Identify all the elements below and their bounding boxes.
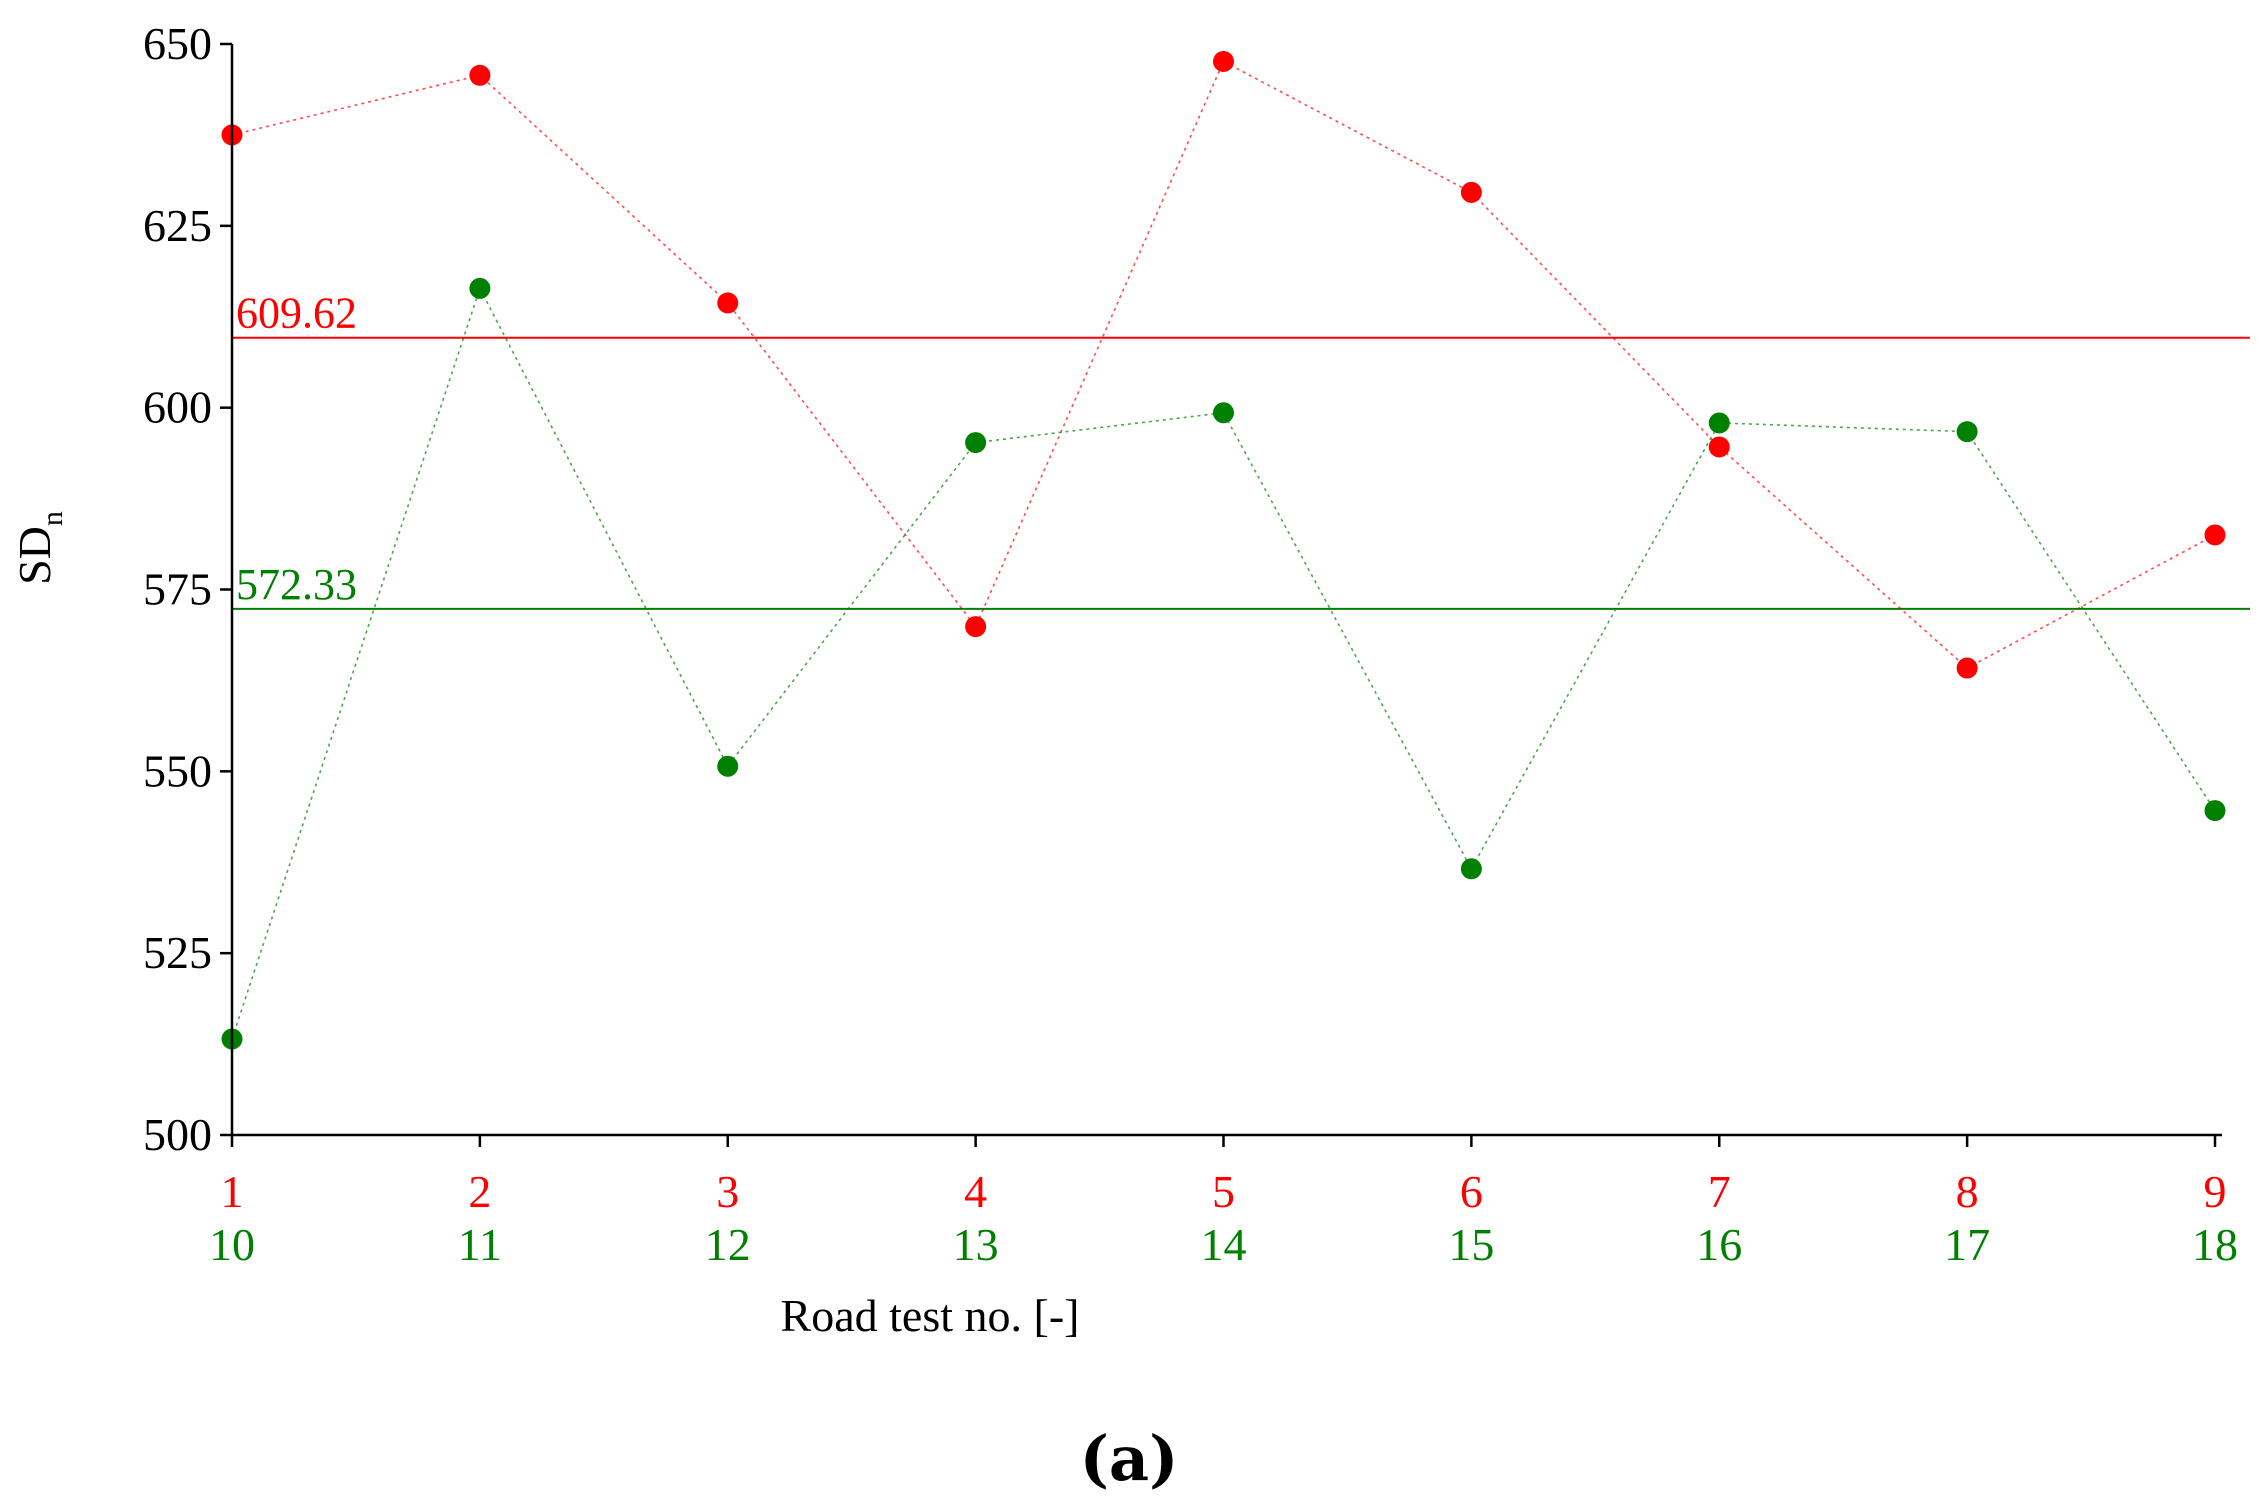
axes xyxy=(230,44,2222,1137)
y-tick-label: 650 xyxy=(143,18,212,69)
reference-lines: 609.62 572.33 xyxy=(232,289,2250,610)
x-tick-label-bottom: 13 xyxy=(953,1219,999,1270)
y-tick-label: 525 xyxy=(143,927,212,978)
x-tick-label-top: 4 xyxy=(964,1166,987,1217)
y-axis-title: SDn xyxy=(9,511,69,585)
y-tick-label: 575 xyxy=(143,564,212,615)
x-tick-label-top: 2 xyxy=(468,1166,491,1217)
data-point xyxy=(717,755,739,777)
x-tick-label-top: 1 xyxy=(221,1166,244,1217)
y-ticks: 500 525 550 575 600 625 650 xyxy=(143,18,232,1160)
x-tick-label-bottom: 12 xyxy=(705,1219,751,1270)
data-point xyxy=(1213,402,1234,424)
x-axis-title: Road test no. [-] xyxy=(781,1290,1080,1341)
y-tick-label: 600 xyxy=(143,382,212,433)
series-2 xyxy=(221,277,2226,1050)
mean-label: 572.33 xyxy=(236,560,357,609)
x-tick-label-bottom: 14 xyxy=(1201,1219,1247,1270)
x-tick-label-top: 9 xyxy=(2204,1166,2227,1217)
x-tick-label-bottom: 10 xyxy=(209,1219,255,1270)
data-point xyxy=(1956,657,1978,679)
x-tick-label-top: 6 xyxy=(1460,1166,1483,1217)
y-tick-label: 625 xyxy=(143,200,212,251)
data-point xyxy=(965,432,987,454)
series-line xyxy=(231,286,2216,1040)
data-point xyxy=(1708,436,1730,458)
data-point xyxy=(1708,412,1730,434)
x-tick-label-bottom: 11 xyxy=(458,1219,502,1270)
x-tick-label-top: 5 xyxy=(1212,1166,1235,1217)
figure-caption: (a) xyxy=(1080,1422,1179,1495)
data-point xyxy=(469,277,491,299)
x-ticks: 110 211 312 413 514 615 716 817 918 xyxy=(209,1135,2238,1270)
y-tick-label: 500 xyxy=(143,1109,212,1160)
data-point xyxy=(1956,421,1978,443)
x-tick-label-bottom: 18 xyxy=(2192,1219,2238,1270)
x-tick-label-top: 3 xyxy=(716,1166,739,1217)
data-point xyxy=(1460,858,1482,880)
x-tick-label-bottom: 15 xyxy=(1448,1219,1494,1270)
x-tick-label-top: 8 xyxy=(1956,1166,1979,1217)
data-point xyxy=(2204,524,2226,546)
series-line xyxy=(231,60,2216,670)
y-tick-label: 550 xyxy=(143,745,212,796)
data-point xyxy=(965,616,987,638)
mean-label: 609.62 xyxy=(236,289,357,338)
data-point xyxy=(717,292,739,314)
x-tick-label-bottom: 17 xyxy=(1944,1219,1990,1270)
series-layer xyxy=(221,50,2226,1050)
data-point xyxy=(469,64,491,86)
x-tick-label-bottom: 16 xyxy=(1696,1219,1742,1270)
series-1 xyxy=(221,50,2226,679)
x-tick-label-top: 7 xyxy=(1708,1166,1731,1217)
data-point xyxy=(2204,800,2226,822)
data-point xyxy=(1460,181,1482,203)
data-point xyxy=(1213,50,1234,72)
